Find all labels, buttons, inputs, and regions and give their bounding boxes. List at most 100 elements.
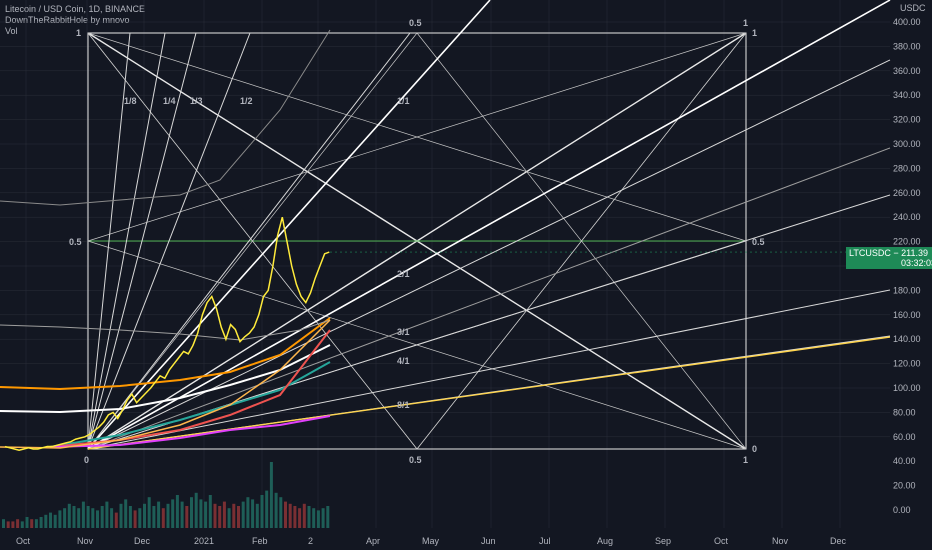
y-tick-label: 160.00 xyxy=(893,310,921,320)
x-tick-label: Nov xyxy=(772,536,789,546)
last-price-tag: LTCUSDC − 211.39 03:32:03 xyxy=(846,247,932,269)
volume-bar xyxy=(91,508,95,528)
volume-bar xyxy=(77,508,81,528)
y-tick-label: 220.00 xyxy=(893,237,921,247)
volume-bar xyxy=(105,501,109,528)
y-tick-label: 140.00 xyxy=(893,334,921,344)
gann-fan-line xyxy=(87,59,891,450)
volume-bar xyxy=(53,514,57,528)
gann-fan-line xyxy=(87,32,166,450)
y-tick-label: 300.00 xyxy=(893,139,921,149)
volume-bar xyxy=(208,495,212,528)
gann-fan-line xyxy=(87,0,891,450)
x-tick-label: 2021 xyxy=(194,536,214,546)
volume-bar xyxy=(185,506,189,528)
price-line xyxy=(4,217,330,451)
y-tick-label: 40.00 xyxy=(893,456,916,466)
gann-fan-line xyxy=(87,147,891,450)
volume-bar xyxy=(16,519,20,528)
volume-bar xyxy=(67,503,71,528)
volume-bar xyxy=(96,510,99,528)
y-tick-label: 240.00 xyxy=(893,212,921,222)
x-tick-label: Dec xyxy=(134,536,151,546)
y-tick-label: 100.00 xyxy=(893,383,921,393)
ma-amber xyxy=(0,319,331,449)
volume-bar xyxy=(307,506,311,528)
gann-grid-line xyxy=(416,32,747,450)
volume-bar xyxy=(86,506,90,528)
volume-bar xyxy=(232,503,236,528)
volume-bar xyxy=(213,503,217,528)
ma-grey-high xyxy=(0,29,331,206)
volume-bar xyxy=(6,521,10,528)
volume-bar xyxy=(133,510,137,528)
box-label: 1 xyxy=(76,28,81,38)
price-tag-value: 211.39 xyxy=(901,248,928,258)
x-tick-label: Oct xyxy=(16,536,31,546)
volume-bar xyxy=(152,506,156,528)
x-tick-label: Dec xyxy=(830,536,847,546)
indicator-title[interactable]: DownTheRabbitHole by mnovo xyxy=(5,15,130,25)
box-label: 0 xyxy=(84,455,89,465)
volume-bar xyxy=(321,508,325,528)
volume-bar xyxy=(251,499,255,528)
symbol-title[interactable]: Litecoin / USD Coin, 1D, BINANCE xyxy=(5,4,146,14)
volume-bar xyxy=(44,514,48,528)
volume-title[interactable]: Vol xyxy=(5,26,18,36)
fan-label: 1/2 xyxy=(240,96,253,106)
box-label: 0.5 xyxy=(409,18,422,28)
y-tick-label: 120.00 xyxy=(893,359,921,369)
price-tag-symbol: LTCUSDC xyxy=(849,248,891,258)
fan-label: 1/4 xyxy=(163,96,176,106)
volume-bar xyxy=(58,510,62,528)
x-tick-label: Feb xyxy=(252,536,268,546)
y-tick-label: 60.00 xyxy=(893,432,916,442)
gann-fan-line xyxy=(87,289,891,450)
volume-bar xyxy=(180,501,184,528)
fan-label: 1/8 xyxy=(124,96,137,106)
gann-fan-line xyxy=(87,32,197,450)
volume-bar xyxy=(34,519,38,528)
volume-bar xyxy=(265,490,269,528)
box-label: 0 xyxy=(752,444,757,454)
currency-label: USDC xyxy=(900,3,926,13)
volume-bar xyxy=(124,499,128,528)
volume-bar xyxy=(298,508,302,528)
gann-fan-line xyxy=(87,336,891,450)
fan-label: 2/1 xyxy=(397,269,410,279)
y-tick-label: 0.00 xyxy=(893,505,911,515)
volume-bar xyxy=(227,508,231,528)
volume-bar xyxy=(293,506,297,528)
box-label: 1 xyxy=(752,28,757,38)
chart-legend: Litecoin / USD Coin, 1D, BINANCE DownThe… xyxy=(5,4,145,37)
volume-bar xyxy=(255,503,259,528)
x-tick-label: Aug xyxy=(597,536,613,546)
volume-bar xyxy=(312,508,316,528)
x-tick-label: Oct xyxy=(714,536,729,546)
fan-label: 4/1 xyxy=(397,356,410,366)
volume-bar xyxy=(72,506,76,528)
y-tick-label: 340.00 xyxy=(893,90,921,100)
y-tick-label: 20.00 xyxy=(893,481,916,491)
price-tag-countdown: 03:32:03 xyxy=(901,258,932,268)
volume-bar xyxy=(119,503,123,528)
y-tick-label: 280.00 xyxy=(893,163,921,173)
volume-bar xyxy=(147,497,151,528)
volume-bar xyxy=(260,495,264,528)
gann-grid-line xyxy=(87,32,747,242)
gann-grid-line xyxy=(87,32,418,450)
x-tick-label: Jul xyxy=(539,536,551,546)
volume-bar xyxy=(128,506,132,528)
volume-bar xyxy=(100,506,104,528)
box-label: 1 xyxy=(743,18,748,28)
volume-bar xyxy=(241,501,245,528)
volume-bar xyxy=(39,517,43,528)
volume-bar xyxy=(30,519,34,528)
volume-bar xyxy=(302,503,306,528)
volume-bar xyxy=(161,508,165,528)
volume-bar xyxy=(199,499,203,528)
volume-bar xyxy=(2,519,5,528)
box-label: 0.5 xyxy=(409,455,422,465)
y-tick-label: 400.00 xyxy=(893,17,921,27)
